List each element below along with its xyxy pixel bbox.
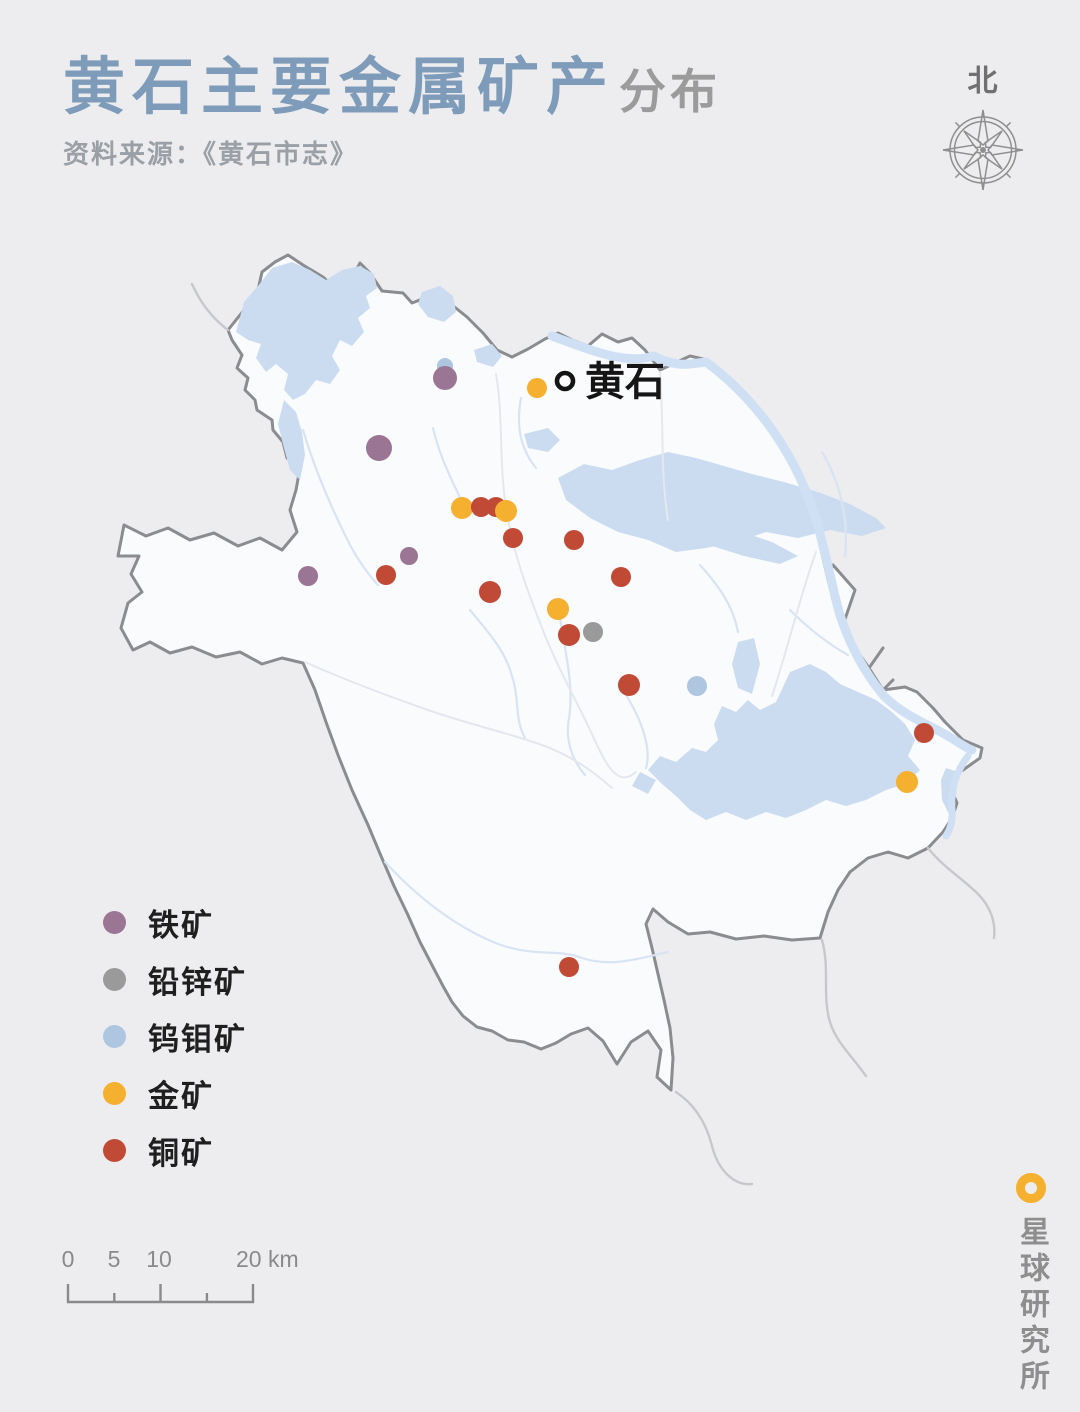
mine-site-gold [451, 497, 473, 519]
district-lines [304, 371, 817, 789]
mine-site-iron [433, 366, 457, 390]
mine-site-iron [400, 547, 418, 565]
legend-item-lead-zinc: 铅锌矿 [103, 951, 247, 1008]
compass-rose-icon [942, 109, 1023, 191]
mine-site-copper [611, 567, 631, 587]
scale-label-0: 0 [61, 1246, 75, 1272]
title-suffix: 分布 [619, 65, 722, 120]
city-boundary [116, 253, 984, 1092]
legend-item-copper: 铜矿 [103, 1122, 247, 1179]
legend-item-iron: 铁矿 [103, 894, 247, 951]
mine-site-copper [618, 674, 640, 696]
legend-item-tungsten: 钨钼矿 [103, 1008, 247, 1065]
mine-site-lead_zinc [583, 622, 603, 642]
mine-site-copper [558, 624, 580, 646]
legend-label: 铅锌矿 [148, 965, 247, 1001]
mine-site-gold [495, 500, 517, 522]
mine-site-iron [366, 435, 392, 461]
neighbor-boundaries [190, 282, 996, 1186]
brand: 星球研究所 [996, 1170, 1066, 1396]
gold-dot-icon [103, 1082, 126, 1105]
huangshi-city-label: 黄石 [585, 358, 665, 405]
mine-site-iron [298, 566, 318, 586]
copper-dot-icon [103, 1139, 126, 1162]
legend-label: 铁矿 [148, 908, 214, 944]
legend-label: 金矿 [148, 1079, 214, 1115]
tungsten-dot-icon [103, 1025, 126, 1048]
mine-site-copper [479, 581, 501, 603]
page-title: 黄石主要金属矿产分布 [63, 56, 721, 118]
mine-site-gold [527, 378, 547, 398]
yangtze-river [547, 331, 977, 840]
lead-zinc-dot-icon [103, 968, 126, 991]
mine-sites [298, 358, 934, 977]
mine-site-copper [503, 528, 523, 548]
huangshi-city-marker [554, 370, 576, 392]
scale-bar: 0 5 10 20 km [55, 1246, 355, 1310]
mine-site-copper [559, 957, 579, 977]
legend-label: 钨钼矿 [148, 1022, 247, 1058]
iron-dot-icon [103, 911, 126, 934]
scale-label-10: 10 [146, 1246, 172, 1272]
legend: 铁矿 铅锌矿 钨钼矿 金矿 铜矿 [103, 894, 247, 1179]
source-note: 资料来源：《黄石市志》 [63, 140, 359, 170]
rivers [301, 396, 850, 964]
mine-site-copper [376, 565, 396, 585]
mine-site-copper [914, 723, 934, 743]
planet-ring-logo-icon [1016, 1173, 1046, 1203]
lakes [236, 262, 958, 820]
scale-label-5: 5 [107, 1246, 121, 1272]
mine-site-gold [547, 598, 569, 620]
legend-item-gold: 金矿 [103, 1065, 247, 1122]
brand-name: 星球研究所 [1014, 1216, 1049, 1396]
mine-site-tungsten [687, 676, 707, 696]
north-label: 北 [967, 64, 998, 99]
scale-label-20: 20 km [236, 1246, 299, 1272]
mine-site-gold [896, 771, 918, 793]
scale-ruler [66, 1284, 255, 1304]
title-main: 黄石主要金属矿产 [63, 50, 616, 123]
mine-site-copper [564, 530, 584, 550]
legend-label: 铜矿 [148, 1136, 214, 1172]
compass: 北 [930, 56, 1035, 192]
mine-site-copper [471, 497, 491, 517]
header: 黄石主要金属矿产分布 资料来源：《黄石市志》 [63, 56, 721, 171]
